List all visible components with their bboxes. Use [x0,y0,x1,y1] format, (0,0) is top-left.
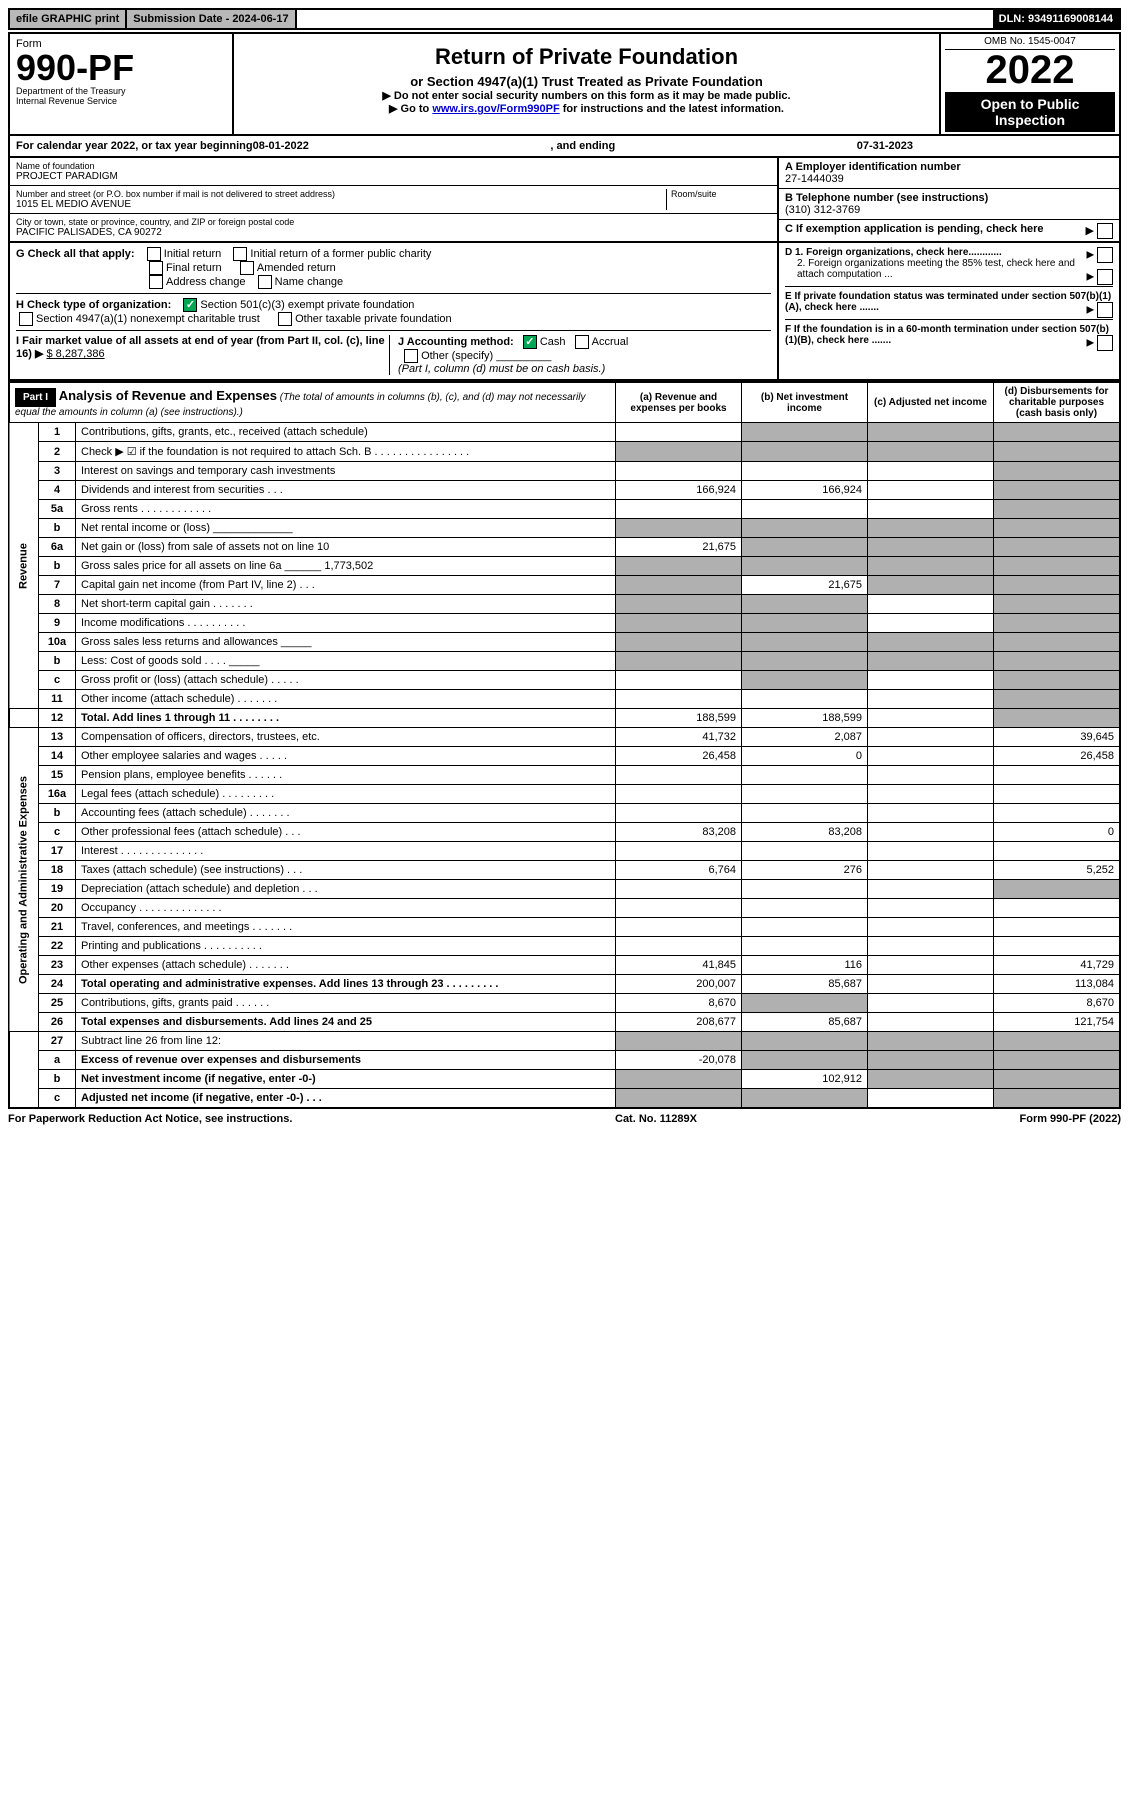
note-1: ▶ Do not enter social security numbers o… [240,89,933,102]
chk-d2[interactable] [1097,269,1113,285]
addr-label: Number and street (or P.O. box number if… [16,189,666,199]
checkbox-section: G Check all that apply: Initial return I… [8,243,1121,381]
header-right: OMB No. 1545-0047 2022 Open to Public In… [941,34,1119,134]
expenses-side-label: Operating and Administrative Expenses [9,728,39,1032]
year-begin: 08-01-2022 [253,140,309,152]
phone-label: B Telephone number (see instructions) [785,192,1113,204]
chk-d1[interactable] [1097,247,1113,263]
year-end: 07-31-2023 [857,140,913,152]
revenue-side-label: Revenue [9,423,39,709]
footer-right: Form 990-PF (2022) [1020,1113,1121,1125]
part1-title: Analysis of Revenue and Expenses [59,388,277,403]
header-left: Form 990-PF Department of the Treasury I… [10,34,234,134]
info-section: Name of foundation PROJECT PARADIGM Numb… [8,158,1121,243]
open-inspection: Open to Public Inspection [945,92,1115,132]
chk-amended[interactable] [240,261,254,275]
col-b-header: (b) Net investment income [742,382,868,423]
d1-label: D 1. Foreign organizations, check here..… [785,247,1002,258]
top-bar: efile GRAPHIC print Submission Date - 20… [8,8,1121,30]
chk-e[interactable] [1097,302,1113,318]
irs-label: Internal Revenue Service [16,96,226,106]
foundation-name-label: Name of foundation [16,161,771,171]
submission-date: Submission Date - 2024-06-17 [127,10,296,28]
form-title: Return of Private Foundation [240,44,933,70]
e-label: E If private foundation status was termi… [785,291,1111,313]
dln-label: DLN: 93491169008144 [993,10,1119,28]
form-subtitle: or Section 4947(a)(1) Trust Treated as P… [240,74,933,89]
chk-name-change[interactable] [258,275,272,289]
room-label: Room/suite [671,189,771,199]
irs-link[interactable]: www.irs.gov/Form990PF [432,103,559,115]
d2-label: 2. Foreign organizations meeting the 85%… [797,258,1075,280]
footer-left: For Paperwork Reduction Act Notice, see … [8,1113,292,1125]
city-state-zip: PACIFIC PALISADES, CA 90272 [16,227,771,238]
col-a-header: (a) Revenue and expenses per books [616,382,742,423]
chk-final-return[interactable] [149,261,163,275]
ein-label: A Employer identification number [785,161,1113,173]
exemption-label: C If exemption application is pending, c… [785,223,1044,235]
col-c-header: (c) Adjusted net income [868,382,994,423]
city-label: City or town, state or province, country… [16,217,771,227]
chk-501c3[interactable]: ✓ [183,298,197,312]
fmv-value: $ 8,287,386 [46,348,104,360]
footer: For Paperwork Reduction Act Notice, see … [8,1109,1121,1125]
part1-table: Part I Analysis of Revenue and Expenses … [8,381,1121,1109]
phone-value: (310) 312-3769 [785,204,1113,216]
tax-year: 2022 [945,50,1115,90]
part1-label: Part I [15,388,56,407]
j-label: J Accounting method: [398,336,514,348]
chk-accrual[interactable] [575,335,589,349]
f-label: F If the foundation is in a 60-month ter… [785,324,1109,346]
h-label: H Check type of organization: [16,299,171,311]
g-label: G Check all that apply: [16,248,135,260]
exemption-checkbox[interactable] [1097,223,1113,239]
ein-value: 27-1444039 [785,173,1113,185]
form-header: Form 990-PF Department of the Treasury I… [8,32,1121,136]
efile-label[interactable]: efile GRAPHIC print [10,10,127,28]
calendar-year-row: For calendar year 2022, or tax year begi… [8,136,1121,158]
chk-initial-return[interactable] [147,247,161,261]
chk-4947[interactable] [19,312,33,326]
j-note: (Part I, column (d) must be on cash basi… [398,363,771,375]
footer-mid: Cat. No. 11289X [615,1113,697,1125]
form-number: 990-PF [16,50,226,86]
chk-initial-former[interactable] [233,247,247,261]
chk-f[interactable] [1097,335,1113,351]
chk-address-change[interactable] [149,275,163,289]
note-2: ▶ Go to www.irs.gov/Form990PF for instru… [240,102,933,115]
col-d-header: (d) Disbursements for charitable purpose… [994,382,1121,423]
header-center: Return of Private Foundation or Section … [234,34,941,134]
chk-cash[interactable]: ✓ [523,335,537,349]
street-address: 1015 EL MEDIO AVENUE [16,199,666,210]
chk-other-method[interactable] [404,349,418,363]
foundation-name: PROJECT PARADIGM [16,171,771,182]
chk-other-taxable[interactable] [278,312,292,326]
dept-label: Department of the Treasury [16,86,226,96]
